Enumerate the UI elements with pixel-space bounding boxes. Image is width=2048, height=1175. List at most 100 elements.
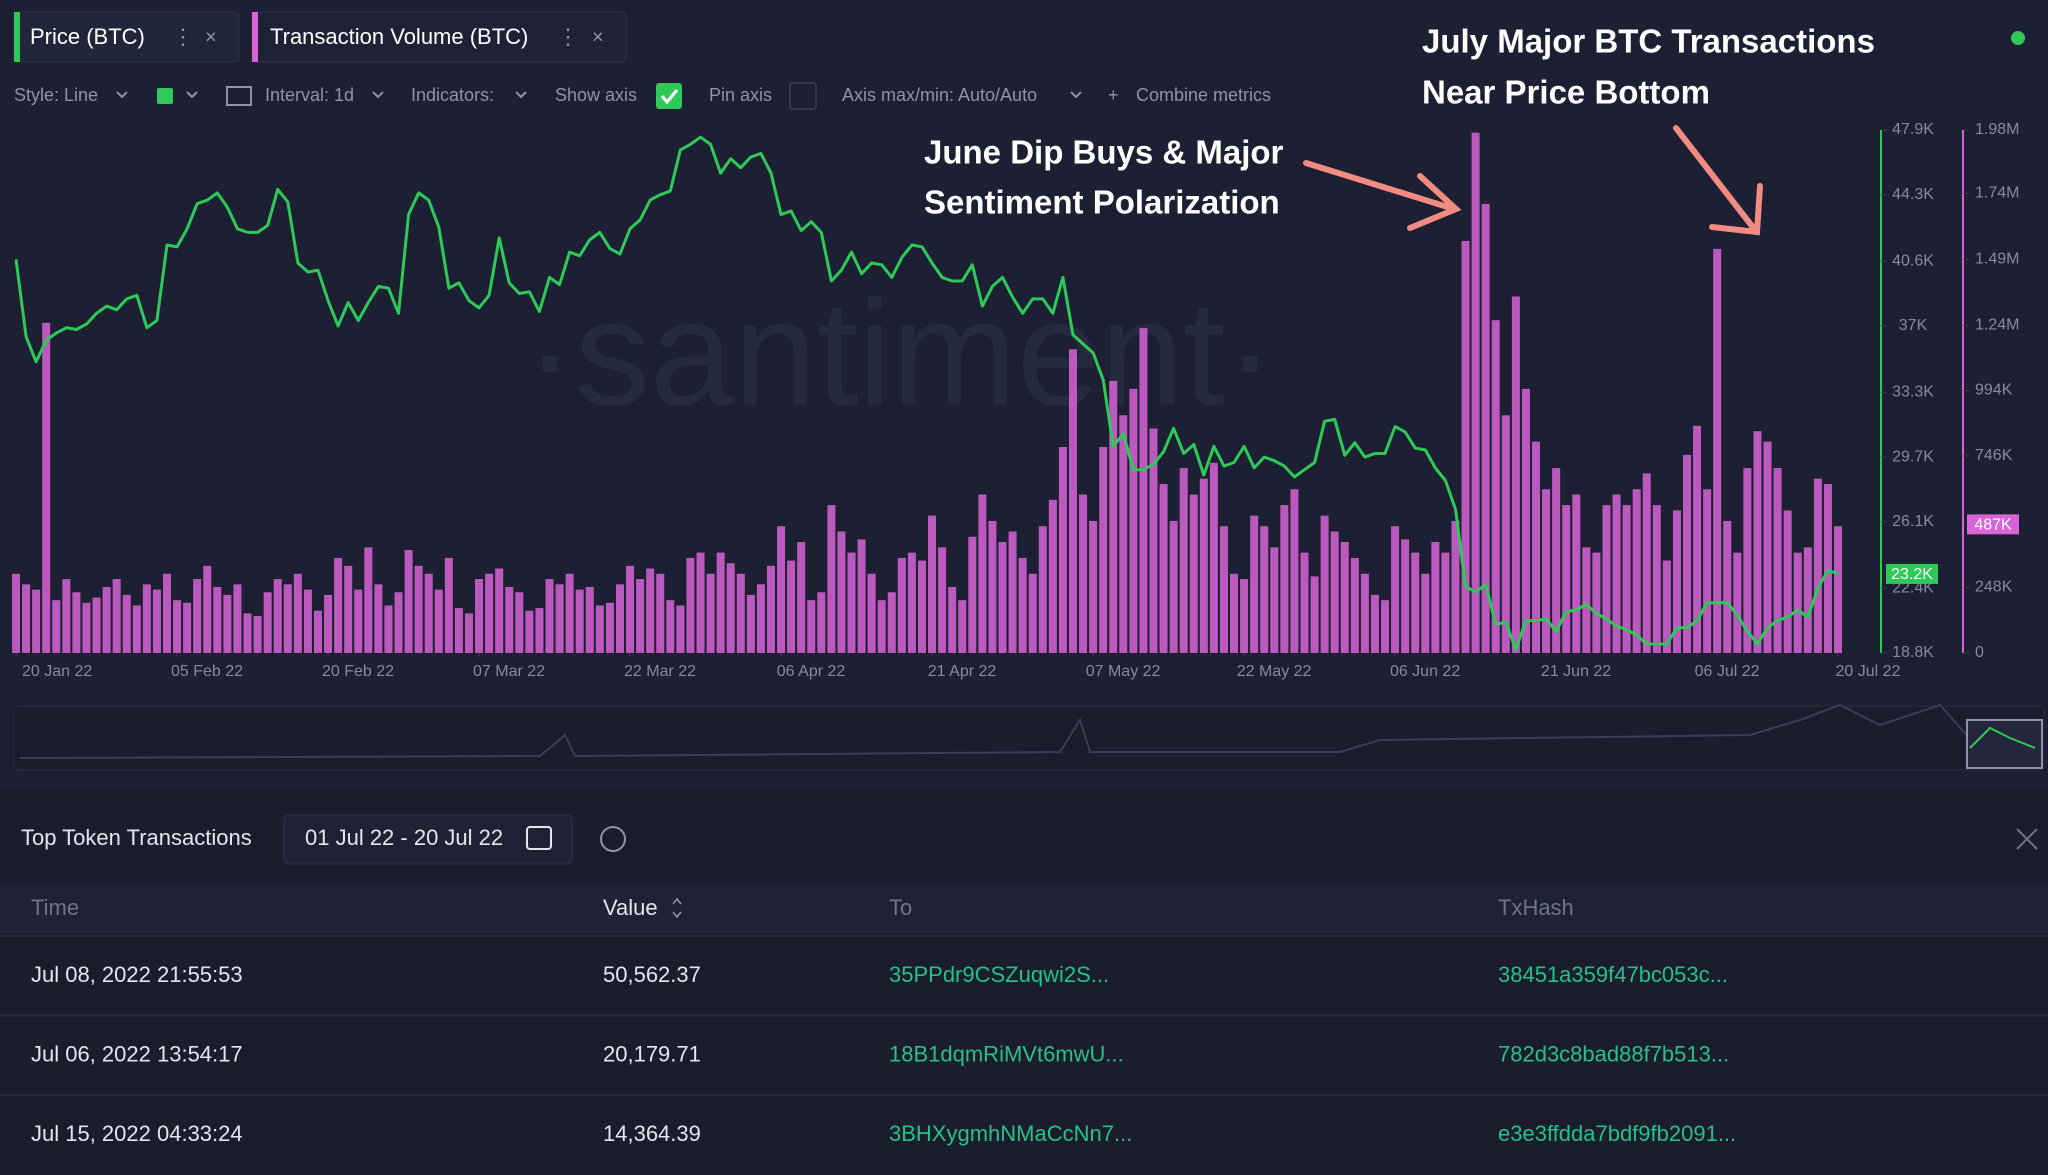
volume-bar xyxy=(253,616,262,653)
axis-select[interactable]: Axis max/min: Auto/Auto xyxy=(842,85,1037,105)
volume-bar xyxy=(1250,515,1259,653)
volume-bar xyxy=(1411,552,1420,653)
indicators-select[interactable]: Indicators: xyxy=(411,85,494,105)
chevron xyxy=(116,91,128,99)
column-header[interactable]: Value xyxy=(603,895,658,920)
volume-bar xyxy=(978,494,987,653)
check xyxy=(660,89,679,105)
price-line xyxy=(14,135,1839,651)
tab-close[interactable]: × xyxy=(205,26,217,48)
table-cell: Jul 08, 2022 21:55:53 xyxy=(31,962,243,987)
volume-bar xyxy=(1713,248,1722,653)
table-cell: Jul 06, 2022 13:54:17 xyxy=(31,1041,243,1066)
volume-bar xyxy=(958,600,967,653)
volume-bar xyxy=(585,586,594,653)
volume-bar xyxy=(183,602,192,653)
annotation: June Dip Buys & Major xyxy=(924,134,1284,171)
volume-bar xyxy=(112,579,121,653)
volume-bar xyxy=(152,589,161,653)
style-select[interactable]: Style: Line xyxy=(14,85,98,105)
tab-close[interactable]: × xyxy=(592,26,604,48)
chevron xyxy=(372,91,384,99)
volume-bar xyxy=(938,547,947,653)
volume-bar xyxy=(1079,494,1088,653)
x-tick-label: 20 Jul 22 xyxy=(1836,663,1901,680)
volume-bar xyxy=(1511,296,1520,653)
volume-bar xyxy=(646,568,655,653)
navigator-window[interactable] xyxy=(1966,719,2043,769)
table-link: e3e3ffdda7bdf9fb2091... xyxy=(1498,1121,1736,1146)
color-select[interactable] xyxy=(157,88,173,104)
volume-bar xyxy=(756,584,765,653)
combine-metrics[interactable]: Combine metrics xyxy=(1136,85,1271,105)
volume-bar xyxy=(92,597,101,653)
volume-bar xyxy=(263,592,272,653)
volume-bar xyxy=(1018,557,1027,653)
last-value-badge xyxy=(1886,563,1938,584)
volume-bar xyxy=(1451,520,1460,653)
volume-bar xyxy=(1109,380,1118,653)
volume-bar xyxy=(1089,520,1098,653)
volume-bar xyxy=(1169,520,1178,653)
volume-bar xyxy=(82,602,91,653)
info-icon[interactable] xyxy=(600,826,626,852)
volume-bar xyxy=(505,586,514,653)
volume-bar xyxy=(1501,415,1510,653)
volume-bar xyxy=(716,552,725,653)
volume-bar xyxy=(1743,468,1752,653)
chart-panel xyxy=(0,0,2048,790)
volume-bar xyxy=(1683,454,1692,653)
y2-tick-label: 248K xyxy=(1975,579,2013,596)
volume-bar xyxy=(928,515,937,653)
volume-bar xyxy=(1471,132,1480,653)
sort-icon[interactable] xyxy=(672,897,682,919)
volume-bar xyxy=(243,613,252,653)
volume-bar xyxy=(1441,552,1450,653)
volume-bar xyxy=(595,605,604,653)
tab-menu[interactable]: ⋮ xyxy=(172,24,194,49)
volume-bar xyxy=(1793,552,1802,653)
volume-bar xyxy=(515,592,524,653)
tab-menu[interactable]: ⋮ xyxy=(557,24,579,49)
volume-bar xyxy=(1240,579,1249,653)
tabs: Price (BTC) ⋮ × Transaction Volume (BTC)… xyxy=(13,11,627,63)
volume-bar xyxy=(1068,349,1077,653)
date-range[interactable] xyxy=(283,814,573,865)
volume-bar xyxy=(686,557,695,653)
annotation: Sentiment Polarization xyxy=(924,184,1280,221)
y-tick-label: 18.8K xyxy=(1892,644,1934,661)
volume-bar xyxy=(1532,441,1541,653)
volume-bar xyxy=(706,573,715,653)
calendar-icon xyxy=(526,826,552,850)
volume-bar xyxy=(11,573,21,653)
volume-bar xyxy=(434,589,443,653)
volume-bar xyxy=(1189,494,1198,653)
close-icon[interactable] xyxy=(2016,828,2038,850)
volume-bar xyxy=(394,592,403,653)
volume-bar xyxy=(142,584,151,653)
pin-axis-checkbox[interactable] xyxy=(789,82,817,110)
navigator[interactable] xyxy=(13,705,2045,771)
y2-tick-label: 1.98M xyxy=(1975,121,2019,138)
show-axis-checkbox[interactable] xyxy=(656,83,682,109)
volume-bar xyxy=(223,594,232,653)
navigator-price xyxy=(1969,726,2036,749)
y2-tick-label: 1.49M xyxy=(1975,251,2019,268)
volume-bar xyxy=(203,565,212,653)
volume-bar xyxy=(454,608,463,653)
volume-bar xyxy=(42,322,51,653)
volume-bar xyxy=(324,594,333,653)
table-cell: 50,562.37 xyxy=(603,962,701,987)
volume-bar xyxy=(1391,526,1400,653)
column-header: TxHash xyxy=(1498,895,1574,920)
y-tick-label: 40.6K xyxy=(1892,252,1934,269)
volume-bar xyxy=(696,552,705,653)
volume-bar xyxy=(1350,557,1359,653)
volume-bar xyxy=(766,565,775,653)
interval-select[interactable]: Interval: 1d xyxy=(265,85,354,105)
tab-color xyxy=(252,12,258,62)
volume-bar xyxy=(1320,515,1329,653)
volume-bar xyxy=(1642,473,1651,653)
volume-bar xyxy=(1219,526,1228,653)
volume-bar xyxy=(1763,441,1772,653)
